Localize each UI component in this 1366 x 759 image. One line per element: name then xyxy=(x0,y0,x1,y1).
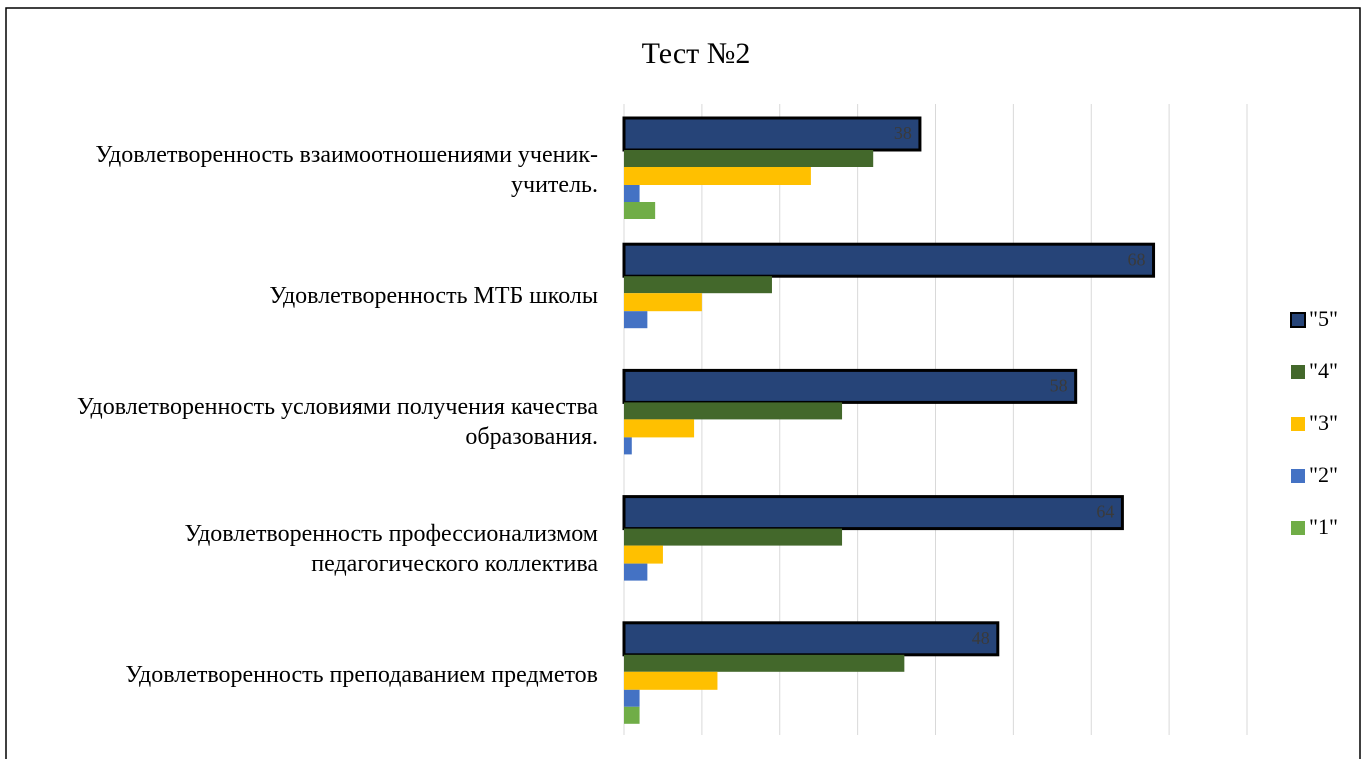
bar xyxy=(624,276,772,294)
legend-swatch xyxy=(1291,365,1305,379)
bar xyxy=(624,563,648,581)
bar xyxy=(624,689,640,707)
data-label: 38 xyxy=(894,123,912,143)
bar xyxy=(622,116,922,152)
bar xyxy=(624,167,811,185)
bar xyxy=(622,621,1000,657)
legend-swatch xyxy=(1291,469,1305,483)
bar xyxy=(624,293,702,312)
legend-label: "3" xyxy=(1309,410,1338,435)
data-label: 68 xyxy=(1128,249,1146,269)
bar xyxy=(624,545,663,564)
legend-label: "1" xyxy=(1309,514,1338,539)
bar xyxy=(624,654,905,672)
bar xyxy=(624,437,632,455)
legend-swatch xyxy=(1291,417,1305,431)
category-label: Удовлетворенность взаимоотношениями учен… xyxy=(95,142,598,198)
category-label: Удовлетворенность условиями получения ка… xyxy=(76,394,598,451)
bar xyxy=(624,185,640,202)
data-label: 64 xyxy=(1096,502,1114,522)
bar xyxy=(622,495,1124,531)
category-label: Удовлетворенность МТБ школы xyxy=(269,283,598,310)
bar xyxy=(624,671,718,690)
legend-swatch xyxy=(1291,521,1305,535)
category-label: Удовлетворенность профессионализмом педа… xyxy=(184,520,598,577)
chart-title: Тест №2 xyxy=(642,37,751,70)
bar xyxy=(624,706,640,724)
category-label: Удовлетворенность преподаванием предмето… xyxy=(125,661,598,688)
bar xyxy=(624,402,843,420)
bar xyxy=(622,368,1078,404)
bar xyxy=(624,202,656,219)
bar xyxy=(624,419,695,438)
bar xyxy=(624,150,874,167)
data-label: 48 xyxy=(972,628,990,648)
bar xyxy=(624,311,648,329)
legend-swatch xyxy=(1290,312,1306,328)
bar xyxy=(622,242,1156,278)
data-label: 58 xyxy=(1050,376,1068,396)
bar xyxy=(624,528,843,546)
legend-label: "5" xyxy=(1309,306,1338,331)
legend-label: "4" xyxy=(1309,358,1338,383)
legend-label: "2" xyxy=(1309,462,1338,487)
